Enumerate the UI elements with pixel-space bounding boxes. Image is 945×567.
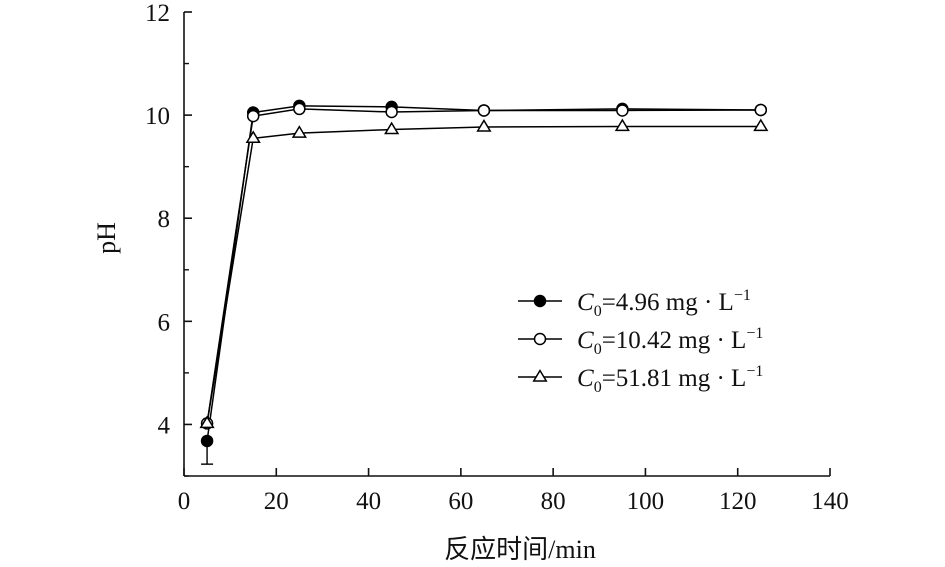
legend-label-part: C: [577, 327, 594, 354]
legend-label-part: 0: [594, 341, 602, 358]
data-point: [614, 118, 630, 132]
series-layer: [199, 99, 769, 465]
y-tick-label: 4: [158, 412, 171, 439]
data-point: [245, 130, 261, 144]
x-tick-label: 0: [178, 488, 191, 515]
legend-marker: [533, 294, 547, 308]
legend-label: C0=10.42 mg · L−1: [577, 325, 763, 358]
data-point: [385, 105, 398, 119]
data-point: [754, 103, 768, 117]
data-point: [753, 118, 769, 132]
series-0: [200, 99, 768, 465]
data-point: [199, 415, 215, 429]
data-point: [616, 104, 629, 117]
data-point: [246, 109, 260, 123]
x-tick-label: 120: [719, 488, 757, 515]
x-axis-label: 反应时间/min: [444, 535, 596, 564]
data-point: [293, 102, 306, 116]
x-tick-label: 40: [356, 488, 381, 515]
x-tick-label: 140: [811, 488, 849, 515]
legend-label-part: 0: [594, 303, 602, 320]
legend-label-part: C: [577, 289, 594, 316]
legend-label: C0=51.81 mg · L−1: [577, 363, 763, 396]
x-tick-label: 100: [627, 488, 665, 515]
y-tick-label: 10: [145, 103, 170, 130]
data-point: [476, 119, 492, 132]
legend-label-part: =51.81 mg · L: [602, 365, 747, 392]
legend-label-part: −1: [734, 287, 751, 304]
axes: 0 20 40 60 80 100 120 140 4 6 8 10 12: [145, 0, 849, 515]
y-tick-label: 12: [145, 0, 170, 27]
legend: C0=4.96 mg · L−1C0=10.42 mg · L−1C0=51.8…: [518, 287, 763, 396]
y-tick-label: 6: [158, 309, 171, 336]
x-tick-label: 80: [541, 488, 566, 515]
x-tick-label: 60: [448, 488, 473, 515]
legend-marker: [532, 369, 548, 382]
legend-label-part: 0: [594, 379, 602, 396]
legend-item-0: C0=4.96 mg · L−1: [518, 287, 751, 320]
legend-label: C0=4.96 mg · L−1: [577, 287, 751, 320]
data-point: [291, 125, 307, 138]
legend-item-1: C0=10.42 mg · L−1: [518, 325, 763, 358]
legend-label-part: C: [577, 365, 594, 392]
data-point: [384, 121, 400, 135]
data-point: [200, 434, 214, 448]
legend-item-2: C0=51.81 mg · L−1: [518, 363, 763, 396]
legend-label-part: −1: [746, 325, 763, 342]
legend-marker: [533, 332, 547, 346]
legend-label-part: =4.96 mg · L: [602, 289, 734, 316]
y-axis-label: pH: [92, 222, 121, 254]
series-2: [199, 118, 769, 429]
data-point: [477, 104, 491, 117]
x-tick-label: 20: [264, 488, 289, 515]
y-tick-label: 8: [158, 206, 171, 233]
legend-label-part: −1: [746, 363, 763, 380]
legend-label-part: =10.42 mg · L: [602, 327, 747, 354]
series-1: [200, 102, 768, 430]
